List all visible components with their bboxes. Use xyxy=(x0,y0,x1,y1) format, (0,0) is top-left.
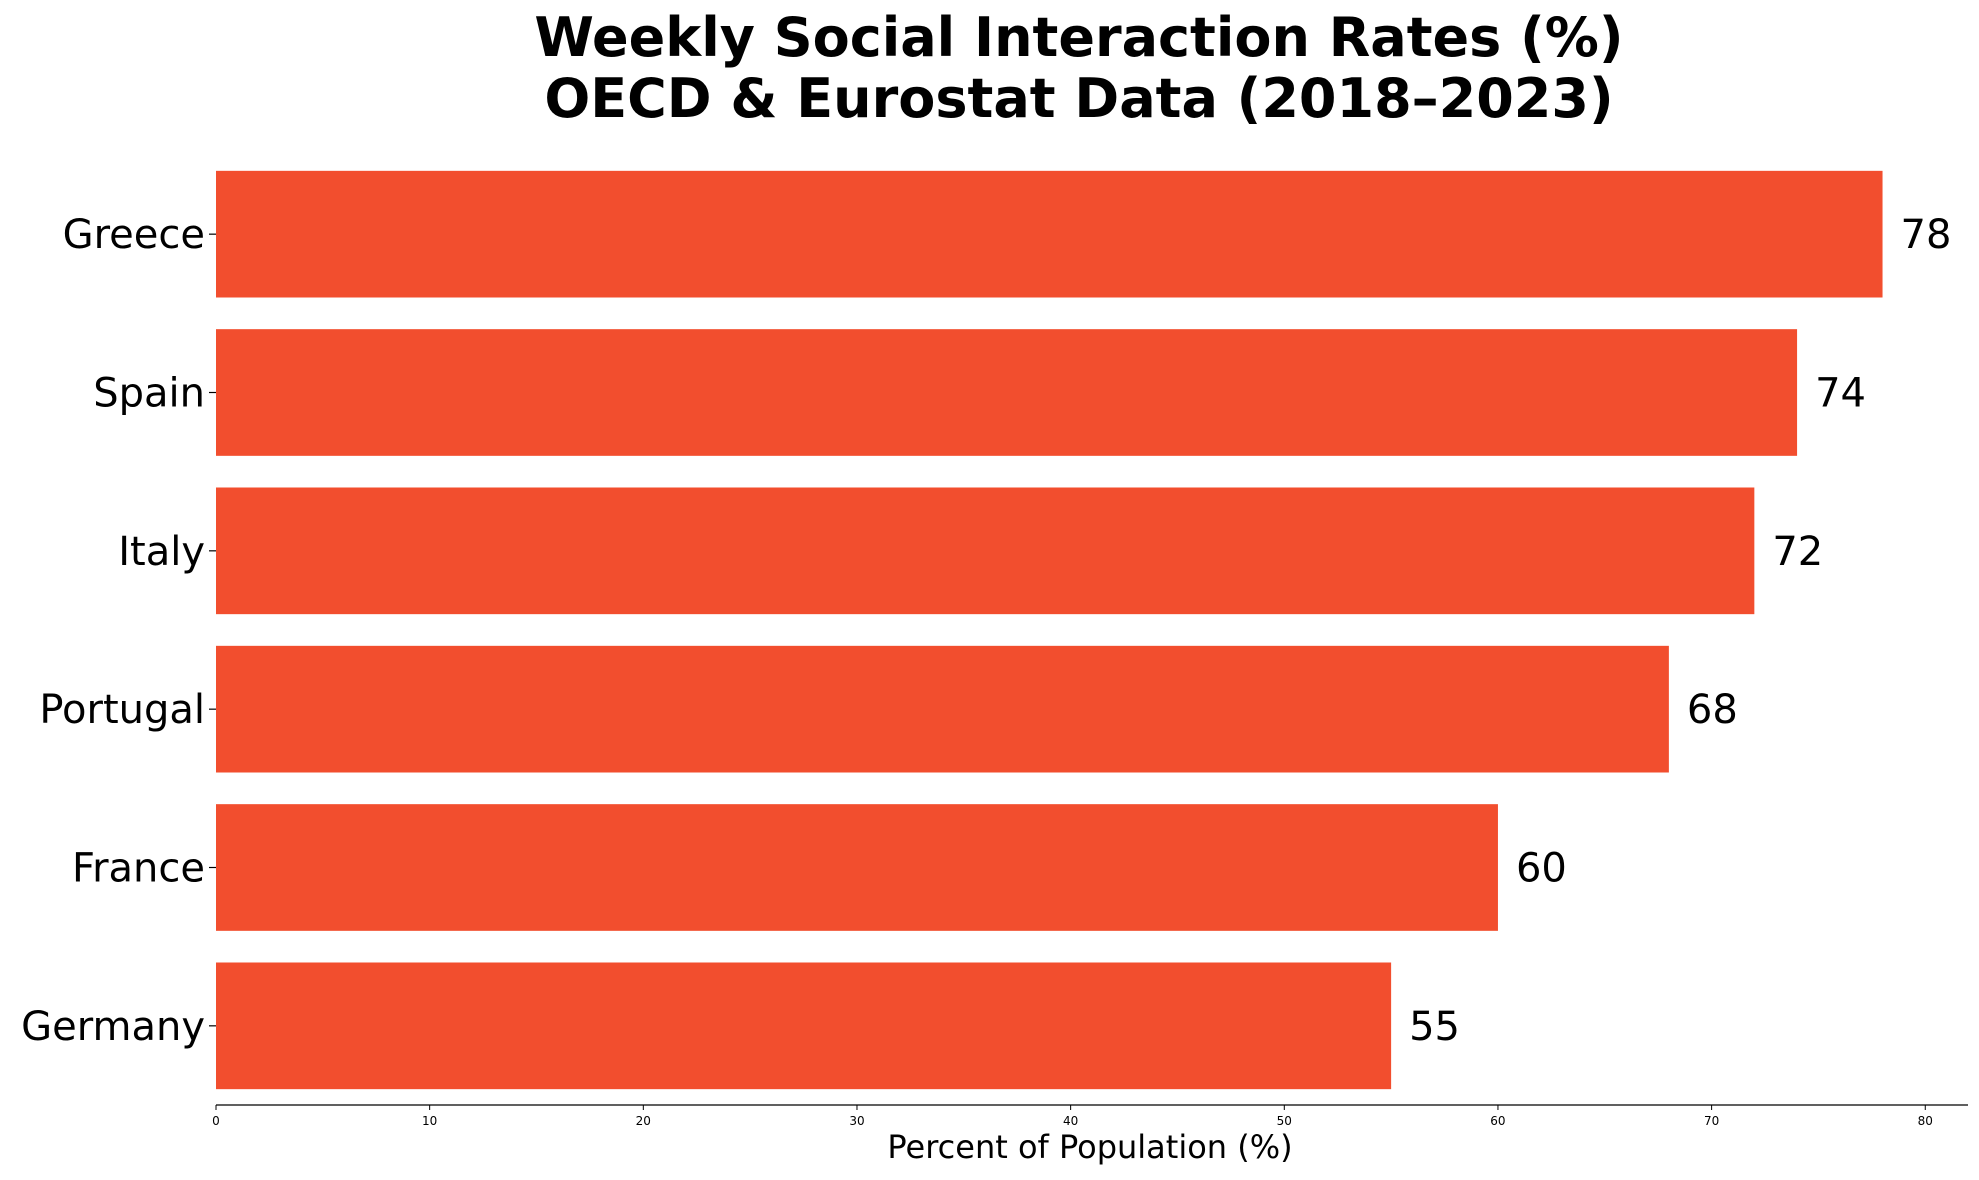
x-tick-label: 20 xyxy=(636,1114,651,1128)
x-tick-label: 80 xyxy=(1918,1114,1933,1128)
x-tick-label: 0 xyxy=(212,1114,220,1128)
chart-title-line-1: Weekly Social Interaction Rates (%) xyxy=(534,6,1623,69)
value-label: 55 xyxy=(1409,1004,1460,1050)
x-tick-label: 60 xyxy=(1490,1114,1505,1128)
bar-portugal xyxy=(216,645,1669,773)
y-tick-label: France xyxy=(72,846,205,892)
chart-title-line-2: OECD & Eurostat Data (2018–2023) xyxy=(544,67,1613,130)
value-label: 74 xyxy=(1815,371,1866,417)
y-tick-label: Portugal xyxy=(39,687,205,733)
y-tick-label: Greece xyxy=(63,212,205,258)
x-tick-label: 10 xyxy=(422,1114,437,1128)
bar-greece xyxy=(216,170,1883,298)
bar-germany xyxy=(216,962,1392,1090)
x-axis-label: Percent of Population (%) xyxy=(887,1128,1292,1166)
bars-layer: 78 74 72 68 60 55 xyxy=(216,170,1952,1090)
x-axis: Greece Spain Italy Portugal France Germany 0 10… xyxy=(21,212,1968,1128)
x-tick-label: 40 xyxy=(1063,1114,1078,1128)
y-tick-label: Germany xyxy=(21,1004,205,1050)
bar-spain xyxy=(216,329,1798,456)
y-tick-label: Spain xyxy=(93,371,205,417)
y-tick-label: Italy xyxy=(118,529,205,575)
value-label: 78 xyxy=(1901,212,1952,258)
bar-france xyxy=(216,804,1498,931)
x-tick-label: 50 xyxy=(1277,1114,1292,1128)
value-label: 72 xyxy=(1772,529,1823,575)
value-label: 60 xyxy=(1516,846,1567,892)
value-label: 68 xyxy=(1687,687,1738,733)
bar-italy xyxy=(216,487,1755,615)
x-tick-label: 70 xyxy=(1704,1114,1719,1128)
x-tick-label: 30 xyxy=(849,1114,864,1128)
